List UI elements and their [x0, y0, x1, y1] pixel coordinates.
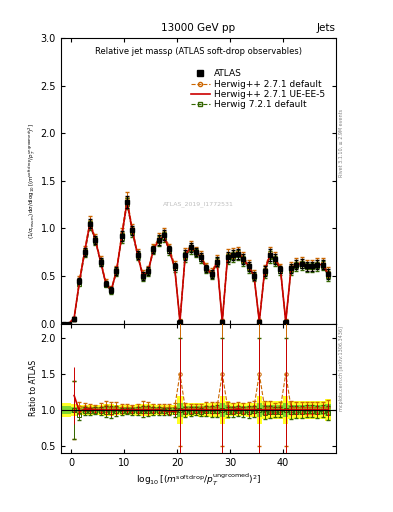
X-axis label: $\log_{10}[(m^{\rm soft\,drop}/p_T^{\rm ungroomed})^2]$: $\log_{10}[(m^{\rm soft\,drop}/p_T^{\rm … — [136, 472, 261, 488]
Text: 13000 GeV pp: 13000 GeV pp — [162, 23, 235, 33]
Text: Jets: Jets — [317, 23, 336, 33]
Text: mcplots.cern.ch [arXiv:1306.3436]: mcplots.cern.ch [arXiv:1306.3436] — [339, 326, 344, 411]
Legend: ATLAS, Herwig++ 2.7.1 default, Herwig++ 2.7.1 UE-EE-5, Herwig 7.2.1 default: ATLAS, Herwig++ 2.7.1 default, Herwig++ … — [187, 66, 329, 113]
Text: ATLAS_2019_I1772531: ATLAS_2019_I1772531 — [163, 201, 234, 207]
Text: Rivet 3.1.10, ≥ 2.9M events: Rivet 3.1.10, ≥ 2.9M events — [339, 109, 344, 178]
Text: Relative jet massρ (ATLAS soft-drop observables): Relative jet massρ (ATLAS soft-drop obse… — [95, 47, 302, 56]
Y-axis label: $(1/\sigma_\mathrm{resum})\,\mathrm{d}\sigma/\mathrm{d}\log_{10}[(m^{\mathrm{sof: $(1/\sigma_\mathrm{resum})\,\mathrm{d}\s… — [26, 123, 38, 239]
Y-axis label: Ratio to ATLAS: Ratio to ATLAS — [29, 360, 38, 416]
